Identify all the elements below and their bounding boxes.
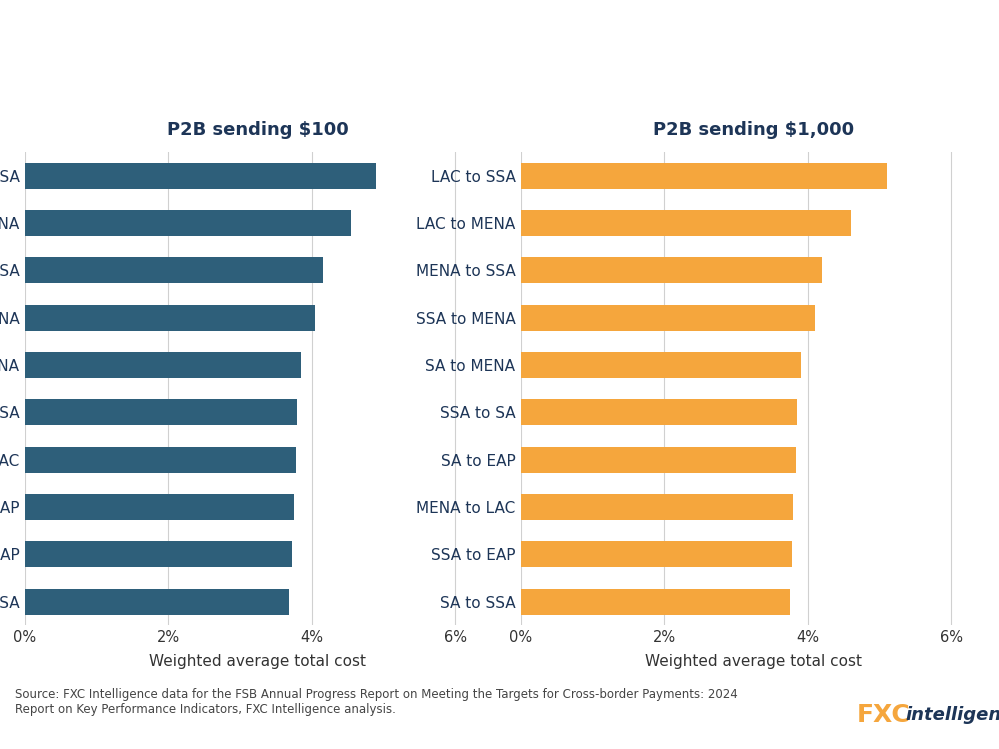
Bar [521,494,793,520]
Text: The regional corridors with the highest average cost, by send amount: The regional corridors with the highest … [18,83,648,101]
Bar [521,589,790,615]
Bar [25,163,377,189]
Bar [25,210,352,236]
Bar [521,399,797,425]
Bar [521,352,800,378]
Bar [25,446,296,473]
Bar [25,589,289,615]
Bar [25,258,323,283]
X-axis label: Weighted average total cost: Weighted average total cost [150,654,367,669]
Bar [521,258,822,283]
Bar [521,446,795,473]
X-axis label: Weighted average total cost: Weighted average total cost [645,654,862,669]
Bar [25,305,316,331]
Bar [25,494,294,520]
Title: P2B sending $1,000: P2B sending $1,000 [653,121,854,139]
Bar [25,352,301,378]
Title: P2B sending $100: P2B sending $100 [167,121,349,139]
Text: P2B payments’ most expensive regional corridors in 2024: P2B payments’ most expensive regional co… [18,25,999,53]
Bar [521,305,815,331]
Bar [521,542,792,568]
Bar [25,542,292,568]
Text: Source: FXC Intelligence data for the FSB Annual Progress Report on Meeting the : Source: FXC Intelligence data for the FS… [15,688,737,715]
Bar [521,210,851,236]
Text: FXC: FXC [857,703,911,727]
Bar [25,399,298,425]
Bar [521,163,887,189]
Text: intelligence: intelligence [905,706,999,724]
